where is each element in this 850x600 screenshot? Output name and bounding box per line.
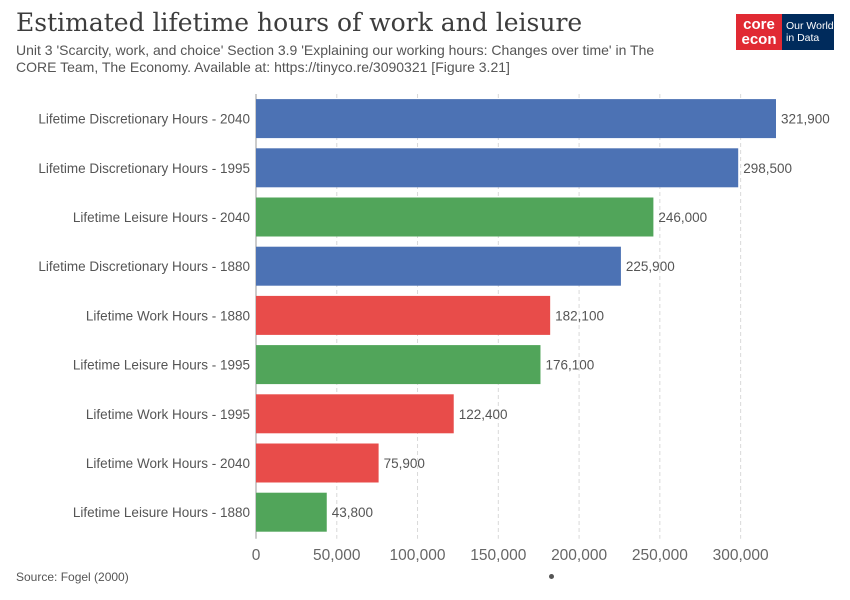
logo[interactable]: core econ Our World in Data xyxy=(736,14,834,50)
category-label: Lifetime Discretionary Hours - 2040 xyxy=(38,112,250,127)
bar xyxy=(256,443,379,483)
chart-title: Estimated lifetime hours of work and lei… xyxy=(16,8,583,37)
value-label: 321,900 xyxy=(781,112,830,127)
core-econ-logo: core econ xyxy=(736,14,782,50)
category-label: Lifetime Leisure Hours - 1995 xyxy=(73,358,250,373)
category-label: Lifetime Discretionary Hours - 1995 xyxy=(38,161,250,176)
bar xyxy=(256,345,541,385)
category-label: Lifetime Work Hours - 1995 xyxy=(86,407,250,422)
category-label: Lifetime Work Hours - 2040 xyxy=(86,456,250,471)
value-label: 298,500 xyxy=(743,161,792,176)
bar xyxy=(256,246,621,286)
bar xyxy=(256,99,776,139)
value-label: 43,800 xyxy=(332,505,373,520)
value-label: 182,100 xyxy=(555,308,604,323)
value-label: 225,900 xyxy=(626,259,675,274)
value-label: 75,900 xyxy=(384,456,425,471)
chart-subtitle: Unit 3 'Scarcity, work, and choice' Sect… xyxy=(16,42,655,75)
bar xyxy=(256,492,327,532)
x-tick-label: 250,000 xyxy=(632,547,688,564)
bar xyxy=(256,295,551,335)
x-tick-label: 200,000 xyxy=(551,547,607,564)
source-note: Source: Fogel (2000) xyxy=(16,570,129,584)
bar xyxy=(256,148,739,188)
x-tick-label: 50,000 xyxy=(313,547,361,564)
x-tick-label: 150,000 xyxy=(470,547,526,564)
owid-logo: Our World in Data xyxy=(782,14,834,50)
bar xyxy=(256,197,654,237)
value-label: 246,000 xyxy=(658,210,707,225)
category-label: Lifetime Leisure Hours - 1880 xyxy=(73,505,250,520)
value-label: 176,100 xyxy=(545,358,594,373)
core-logo-line2: econ xyxy=(741,31,777,48)
pagination-dot[interactable] xyxy=(549,574,554,579)
core-logo-line1: core xyxy=(743,16,775,33)
x-tick-label: 100,000 xyxy=(390,547,446,564)
category-label: Lifetime Work Hours - 1880 xyxy=(86,308,250,323)
category-label: Lifetime Leisure Hours - 2040 xyxy=(73,210,250,225)
x-tick-label: 300,000 xyxy=(713,547,769,564)
x-tick-label: 0 xyxy=(252,547,261,564)
category-label: Lifetime Discretionary Hours - 1880 xyxy=(38,259,250,274)
bar xyxy=(256,394,454,434)
value-label: 122,400 xyxy=(459,407,508,422)
